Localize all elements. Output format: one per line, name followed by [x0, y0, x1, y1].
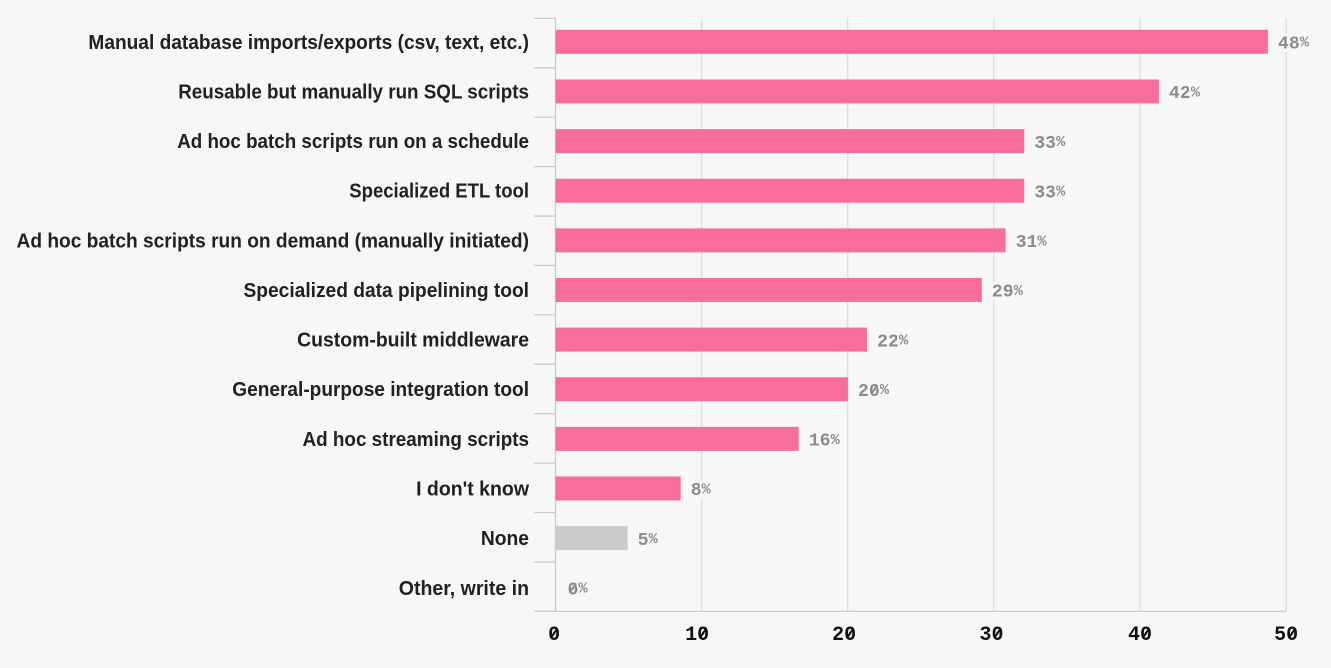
svg-text:Specialized data pipelining to: Specialized data pipelining tool	[244, 280, 530, 302]
svg-text:20: 20	[832, 624, 856, 647]
svg-text:Ad hoc streaming scripts: Ad hoc streaming scripts	[303, 429, 530, 451]
svg-text:General-purpose integration to: General-purpose integration tool	[232, 379, 529, 401]
svg-text:29%: 29%	[992, 282, 1024, 303]
svg-text:8%: 8%	[691, 480, 712, 501]
svg-text:Ad hoc batch scripts run on de: Ad hoc batch scripts run on demand (manu…	[17, 230, 530, 252]
svg-text:40: 40	[1128, 624, 1152, 647]
svg-text:16%: 16%	[809, 431, 841, 452]
svg-text:Reusable but manually run SQL: Reusable but manually run SQL scripts	[178, 81, 529, 103]
svg-text:31%: 31%	[1016, 232, 1048, 253]
svg-text:10: 10	[685, 624, 709, 647]
svg-text:33%: 33%	[1034, 183, 1066, 204]
svg-text:0: 0	[548, 624, 560, 647]
svg-text:0%: 0%	[568, 580, 589, 601]
svg-text:22%: 22%	[877, 332, 909, 353]
svg-text:33%: 33%	[1034, 133, 1066, 154]
svg-text:5%: 5%	[638, 530, 659, 551]
svg-text:Custom-built middleware: Custom-built middleware	[297, 330, 529, 352]
svg-text:Manual database imports/export: Manual database imports/exports (csv, te…	[88, 32, 529, 54]
svg-text:Other, write in: Other, write in	[399, 578, 529, 600]
svg-text:Specialized ETL tool: Specialized ETL tool	[349, 181, 529, 203]
svg-text:30: 30	[980, 624, 1004, 647]
svg-text:48%: 48%	[1278, 34, 1310, 55]
svg-text:I don't know: I don't know	[416, 479, 529, 501]
svg-text:50: 50	[1274, 624, 1298, 647]
svg-text:42%: 42%	[1169, 83, 1201, 104]
svg-text:None: None	[481, 528, 529, 550]
svg-text:Ad hoc batch scripts run on a: Ad hoc batch scripts run on a schedule	[177, 131, 529, 153]
